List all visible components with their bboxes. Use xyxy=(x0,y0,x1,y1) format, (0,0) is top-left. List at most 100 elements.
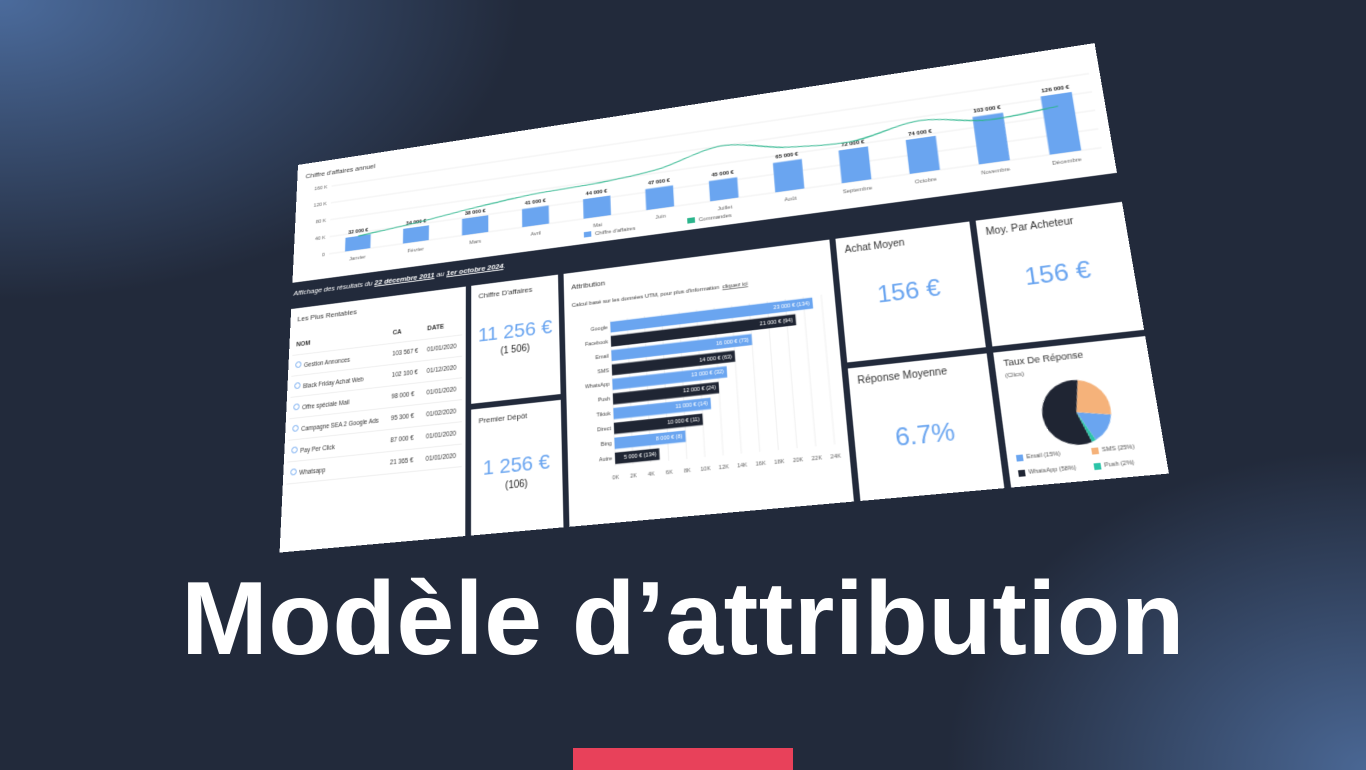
x-tick-label: 2K xyxy=(630,473,638,480)
bar-label: 5 000 € (134) xyxy=(624,451,657,461)
revenue-chart: Chiffre d'affaires annuel 0 40 K 80 K 120 K 1… xyxy=(305,43,1117,262)
revenue-panel: Chiffre d'affaires annuel 0 40 K 80 K 120 K 1… xyxy=(292,43,1117,283)
legend-label: Push (2%) xyxy=(1104,460,1136,470)
cell-text: 21 365 € xyxy=(389,456,414,466)
table-cell: 01/01/2020 xyxy=(421,444,462,471)
y-tick-label: 80 K xyxy=(316,218,327,225)
cell-text: 01/01/2020 xyxy=(425,452,457,463)
pie-slice xyxy=(1071,377,1112,418)
card-value: 156 € xyxy=(875,274,942,309)
cell-text: 98 000 € xyxy=(391,390,415,400)
chart-title: Attribution xyxy=(571,278,605,291)
x-tick-label: Juin xyxy=(655,213,666,220)
x-tick-label: 14K xyxy=(737,462,748,470)
y-tick-label: Autre xyxy=(599,456,612,464)
bar xyxy=(972,112,1010,165)
subtitle-text: Calcul basé sur les données UTM, pour pl… xyxy=(572,285,720,309)
cell-text: 01/01/2020 xyxy=(425,430,457,440)
cell-text: Black Friday Achat Web xyxy=(302,376,364,390)
bar xyxy=(838,146,872,184)
cell-text: 01/02/2020 xyxy=(426,407,457,418)
cell-text: 01/01/2020 xyxy=(426,385,457,396)
card: Moy. Par Acheteur 156 € xyxy=(975,201,1145,347)
row-icon xyxy=(294,381,301,389)
y-tick-label: 0 xyxy=(322,252,325,258)
bar-label: 103 000 € xyxy=(973,105,1001,115)
x-tick-label: Décembre xyxy=(1052,156,1083,166)
x-tick-label: Mars xyxy=(469,238,481,245)
x-tick-label: Octobre xyxy=(915,176,938,185)
card-title: Réponse Moyenne xyxy=(856,366,948,387)
bar-label: 34 000 € xyxy=(406,218,426,227)
range-end[interactable]: 1er octobre 2024 xyxy=(446,261,504,278)
y-tick-label: Email xyxy=(595,353,608,361)
bar-label: 13 000 € (32) xyxy=(691,369,724,379)
bar-label: 126 000 € xyxy=(1041,84,1070,94)
legend-swatch xyxy=(1015,454,1024,462)
card-value: 6.7% xyxy=(893,417,957,453)
attribution-panel: Attribution Calcul basé sur les données U… xyxy=(563,239,854,527)
x-tick-label: Février xyxy=(408,246,425,254)
bar-label: 41 000 € xyxy=(525,198,546,207)
bar xyxy=(905,135,940,174)
grid-line xyxy=(803,297,816,446)
legend-swatch xyxy=(1018,469,1026,477)
table-wrap: NOM CA DATE Gestion Annonces 103 567 €01/01/… xyxy=(286,314,463,485)
legend-label: SMS (25%) xyxy=(1102,444,1136,454)
x-tick-label: 20K xyxy=(793,457,805,465)
subtitle-link[interactable]: cliquez ici xyxy=(722,282,748,291)
bar-label: 8 000 € (8) xyxy=(656,433,683,442)
bar-label: 38 000 € xyxy=(465,208,486,217)
row-icon xyxy=(292,424,299,432)
x-tick-label: 16K xyxy=(755,461,766,469)
range-prefix: Affichage des résultats du xyxy=(293,279,373,298)
bar xyxy=(583,195,612,219)
bar-label: 14 000 € (63) xyxy=(699,353,732,363)
card-title: Moy. Par Acheteur xyxy=(985,216,1075,238)
bar-label: 21 000 € (94) xyxy=(760,317,794,327)
legend-label: Commandes xyxy=(699,213,732,223)
chart-title: Taux De Réponse xyxy=(1003,350,1085,369)
bar-label: 45 000 € xyxy=(711,170,734,179)
bar xyxy=(610,314,797,347)
chart-title: Chiffre d'affaires annuel xyxy=(305,162,375,181)
card-title: Achat Moyen xyxy=(844,237,906,256)
card: Achat Moyen 156 € xyxy=(835,221,986,363)
cell-text: 01/12/2020 xyxy=(426,364,457,375)
x-tick-label: Janvier xyxy=(349,254,366,262)
legend-swatch xyxy=(687,217,696,224)
row-icon xyxy=(291,445,298,454)
y-tick-label: Push xyxy=(598,396,611,404)
cell-text: 01/01/2020 xyxy=(426,342,457,353)
x-tick-label: 8K xyxy=(684,468,692,476)
bar xyxy=(1040,91,1082,155)
legend-label: WhatsApp (58%) xyxy=(1028,465,1077,477)
y-tick-label: 40 K xyxy=(315,235,326,242)
table: NOM CA DATE Gestion Annonces 103 567 €01/01/… xyxy=(286,314,463,485)
card-value: 156 € xyxy=(1022,256,1093,292)
accent-bar xyxy=(573,748,793,770)
row-icon xyxy=(293,402,300,410)
cell-text: Gestion Annonces xyxy=(303,356,351,369)
bar-label: 11 000 € (14) xyxy=(675,401,708,411)
legend-swatch xyxy=(1091,447,1100,455)
x-tick-label: 4K xyxy=(648,471,656,479)
chart-subtitle: (Clics) xyxy=(1005,371,1025,380)
cell-text: Pay Per Click xyxy=(300,443,336,455)
range-start[interactable]: 22 décembre 2011 xyxy=(374,270,435,287)
bar-label: 16 000 € (73) xyxy=(716,337,749,347)
x-tick-label: Septembre xyxy=(842,185,872,195)
grid-line xyxy=(821,295,835,445)
bar xyxy=(610,297,814,333)
x-tick-label: 18K xyxy=(774,459,786,467)
cell-text: 87 000 € xyxy=(390,434,414,444)
bar xyxy=(645,185,675,211)
x-tick-label: 24K xyxy=(830,453,842,461)
bar-label: 74 000 € xyxy=(908,128,932,137)
cell-text: 102 100 € xyxy=(391,368,418,379)
row-icon xyxy=(295,360,302,368)
y-tick-label: 120 K xyxy=(314,201,328,208)
card: Premier Dépôt 1 256 € (106) xyxy=(471,399,564,536)
